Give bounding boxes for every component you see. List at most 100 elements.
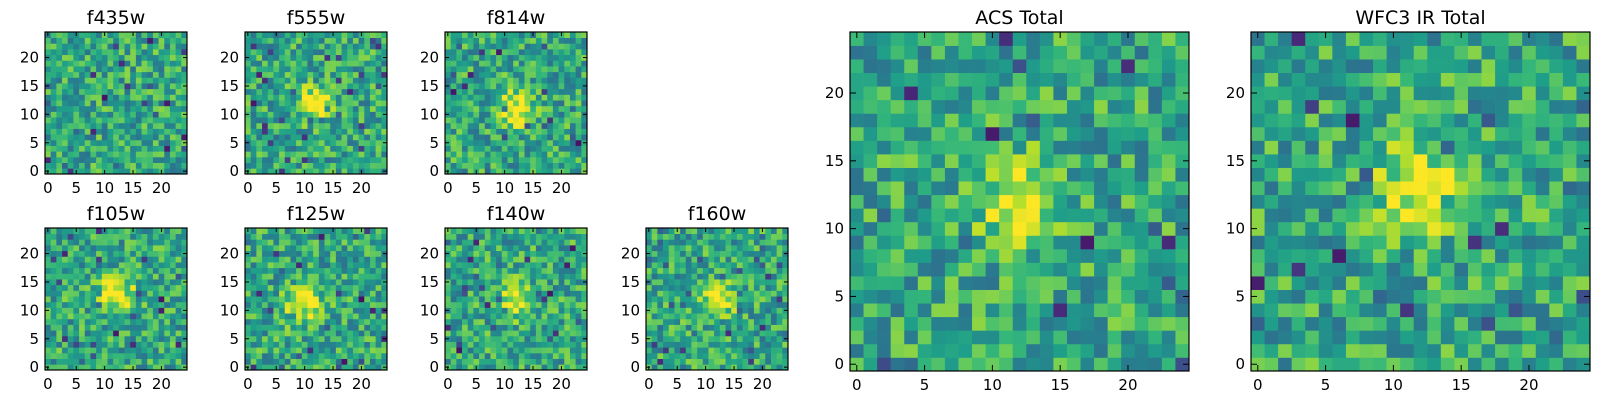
heatmap-cell	[547, 129, 553, 135]
heatmap-cell	[748, 285, 754, 291]
heatmap-cell	[347, 49, 353, 55]
heatmap-cell	[85, 38, 91, 44]
heatmap-cell	[256, 134, 262, 140]
heatmap-cell	[68, 43, 74, 49]
heatmap-cell	[473, 245, 479, 251]
heatmap-cell	[96, 117, 102, 123]
heatmap-cell	[473, 151, 479, 157]
heatmap-cell	[657, 273, 663, 279]
heatmap-cell	[262, 319, 268, 325]
heatmap-cell	[376, 245, 382, 251]
heatmap-cell	[525, 302, 531, 308]
heatmap-cell	[359, 123, 365, 129]
heatmap-cell	[376, 285, 382, 291]
heatmap-cell	[45, 66, 51, 72]
heatmap-cell	[502, 129, 508, 135]
heatmap-cell	[125, 279, 131, 285]
heatmap-cell	[364, 43, 370, 49]
heatmap-cell	[553, 342, 559, 348]
heatmap-cell	[850, 276, 864, 290]
heatmap-cell	[170, 296, 176, 302]
heatmap-cell	[302, 66, 308, 72]
heatmap-cell	[945, 330, 959, 344]
heatmap-cell	[279, 330, 285, 336]
heatmap-cell	[268, 273, 274, 279]
heatmap-cell	[251, 123, 257, 129]
heatmap-cell	[285, 117, 291, 123]
heatmap-cell	[536, 146, 542, 152]
heatmap-cell	[62, 106, 68, 112]
heatmap-cell	[445, 330, 451, 336]
heatmap-cell	[285, 319, 291, 325]
heatmap-cell	[256, 94, 262, 100]
heatmap-cell	[525, 117, 531, 123]
heatmap-cell	[268, 342, 274, 348]
heatmap-cell	[313, 43, 319, 49]
heatmap-cell	[490, 353, 496, 359]
heatmap-cell	[296, 66, 302, 72]
heatmap-cell	[68, 117, 74, 123]
heatmap-cell	[285, 342, 291, 348]
heatmap-cell	[142, 262, 148, 268]
heatmap-cell	[496, 319, 502, 325]
heatmap-cell	[268, 106, 274, 112]
heatmap-cell	[142, 117, 148, 123]
heatmap-cell	[85, 273, 91, 279]
heatmap-cell	[102, 72, 108, 78]
heatmap-cell	[513, 239, 519, 245]
heatmap-cell	[714, 313, 720, 319]
heatmap-cell	[113, 359, 119, 365]
heatmap-cell	[113, 342, 119, 348]
heatmap-cell	[330, 359, 336, 365]
heatmap-cell	[507, 234, 513, 240]
heatmap-cell	[90, 245, 96, 251]
heatmap-cell	[525, 353, 531, 359]
heatmap-cell	[1162, 330, 1176, 344]
heatmap-cell	[777, 239, 783, 245]
heatmap-cell	[576, 32, 582, 38]
heatmap-cell	[559, 359, 565, 365]
heatmap-cell	[765, 353, 771, 359]
heatmap-cell	[268, 308, 274, 314]
heatmap-cell	[62, 77, 68, 83]
heatmap-cell	[680, 262, 686, 268]
heatmap-cell	[542, 60, 548, 66]
heatmap-cell	[307, 66, 313, 72]
heatmap-cell	[570, 359, 576, 365]
heatmap-cell	[142, 32, 148, 38]
heatmap-cell	[663, 279, 669, 285]
heatmap-cell	[720, 308, 726, 314]
heatmap-cell	[119, 285, 125, 291]
heatmap-cell	[85, 347, 91, 353]
heatmap-cell	[342, 123, 348, 129]
heatmap-cell	[519, 347, 525, 353]
heatmap-cell	[73, 325, 79, 331]
heatmap-cell	[576, 129, 582, 135]
heatmap-cell	[686, 353, 692, 359]
heatmap-cell	[256, 296, 262, 302]
heatmap-cell	[513, 325, 519, 331]
heatmap-cell	[462, 256, 468, 262]
heatmap-cell	[113, 251, 119, 257]
heatmap-cell	[262, 83, 268, 89]
heatmap-cell	[96, 228, 102, 234]
heatmap-cell	[142, 256, 148, 262]
heatmap-cell	[663, 342, 669, 348]
heatmap-cell	[1148, 330, 1162, 344]
heatmap-cell	[45, 319, 51, 325]
heatmap-cell	[502, 296, 508, 302]
heatmap-cell	[570, 336, 576, 342]
heatmap-cell	[159, 359, 165, 365]
heatmap-cell	[90, 347, 96, 353]
heatmap-cell	[891, 317, 905, 331]
heatmap-cell	[364, 123, 370, 129]
heatmap-cell	[479, 49, 485, 55]
heatmap-cell	[370, 325, 376, 331]
heatmap-cell	[536, 279, 542, 285]
heatmap-cell	[336, 55, 342, 61]
heatmap-cell	[170, 117, 176, 123]
heatmap-cell	[262, 353, 268, 359]
heatmap-cell	[703, 347, 709, 353]
heatmap-cell	[451, 239, 457, 245]
heatmap-cell	[507, 163, 513, 169]
